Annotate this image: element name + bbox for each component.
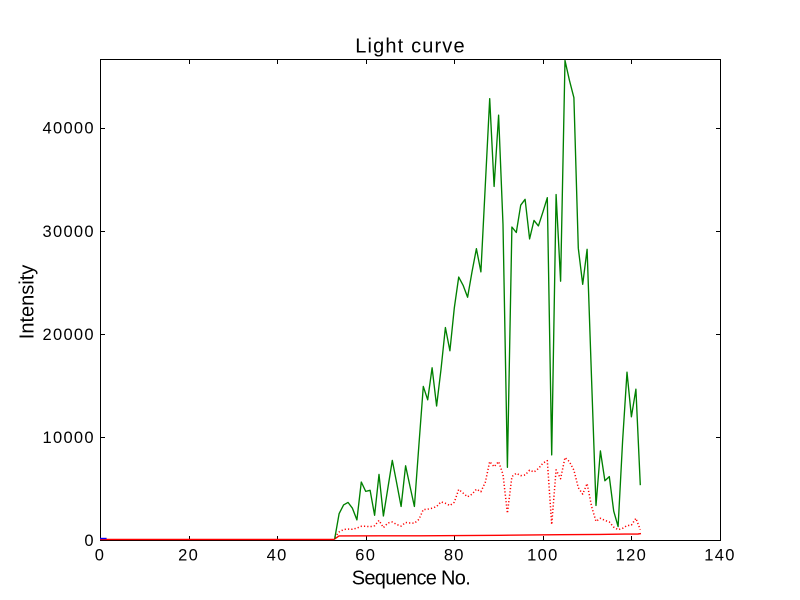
svg-text:0: 0 xyxy=(95,547,105,565)
svg-text:40000: 40000 xyxy=(43,120,95,138)
svg-text:0: 0 xyxy=(84,532,94,550)
svg-text:20: 20 xyxy=(178,547,199,565)
svg-text:100: 100 xyxy=(527,547,558,565)
svg-text:120: 120 xyxy=(616,547,647,565)
svg-text:30000: 30000 xyxy=(43,223,95,241)
svg-text:60: 60 xyxy=(355,547,376,565)
svg-text:Light curve: Light curve xyxy=(355,35,465,57)
svg-text:Intensity: Intensity xyxy=(17,265,39,339)
svg-text:Sequence No.: Sequence No. xyxy=(352,568,470,590)
svg-text:20000: 20000 xyxy=(43,326,95,344)
svg-text:80: 80 xyxy=(444,547,465,565)
svg-text:10000: 10000 xyxy=(43,429,95,447)
svg-text:40: 40 xyxy=(267,547,288,565)
svg-text:140: 140 xyxy=(704,547,735,565)
